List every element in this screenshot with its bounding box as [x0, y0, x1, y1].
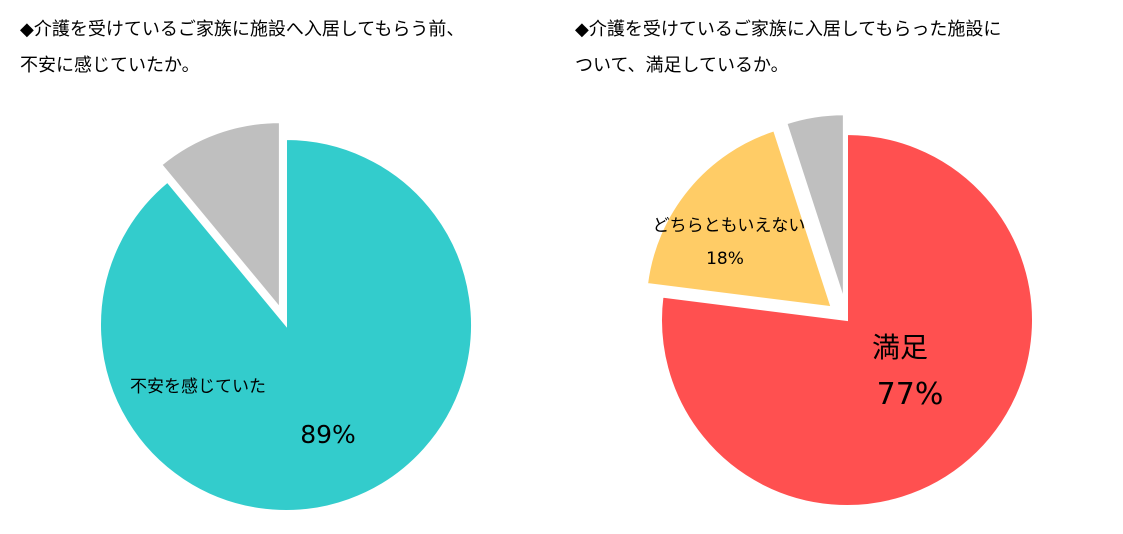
slice-category-label-0: 不安を感じていた [130, 377, 266, 397]
slice-value-label-0: 89% [300, 420, 356, 449]
pie-slice-0 [660, 132, 1034, 507]
slice-category-label-1: どちらともいえない [653, 216, 806, 236]
chart-panel-satisfaction: ◆介護を受けているご家族に入居してもらった施設に ついて、満足しているか。 満足… [560, 0, 1123, 534]
pie-slice-0 [99, 137, 473, 512]
pie-slice-2 [785, 113, 845, 301]
slice-category-label-0: 満足 [872, 331, 928, 364]
slice-value-label-1: 18% [706, 249, 744, 269]
pie-slice-1 [159, 121, 281, 311]
pie-chart-anxiety: 不安を感じていた 89% [99, 121, 473, 512]
chart-title-anxiety: ◆介護を受けているご家族に施設へ入居してもらう前、 不安に感じていたか。 [20, 12, 464, 84]
chart-title-line-2: ついて、満足しているか。 [575, 55, 789, 76]
chart-title-line-1: ◆介護を受けているご家族に入居してもらった施設に [575, 19, 1002, 40]
chart-panel-anxiety: ◆介護を受けているご家族に施設へ入居してもらう前、 不安に感じていたか。 不安を… [0, 0, 560, 534]
chart-title-line-2: 不安に感じていたか。 [20, 55, 200, 76]
slice-value-label-0: 77% [877, 377, 944, 412]
chart-title-satisfaction: ◆介護を受けているご家族に入居してもらった施設に ついて、満足しているか。 [575, 12, 1001, 84]
chart-title-line-1: ◆介護を受けているご家族に施設へ入居してもらう前、 [20, 19, 465, 40]
pie-slice-1 [645, 129, 834, 309]
pie-chart-satisfaction: 満足 77% どちらともいえない 18% [645, 113, 1034, 507]
